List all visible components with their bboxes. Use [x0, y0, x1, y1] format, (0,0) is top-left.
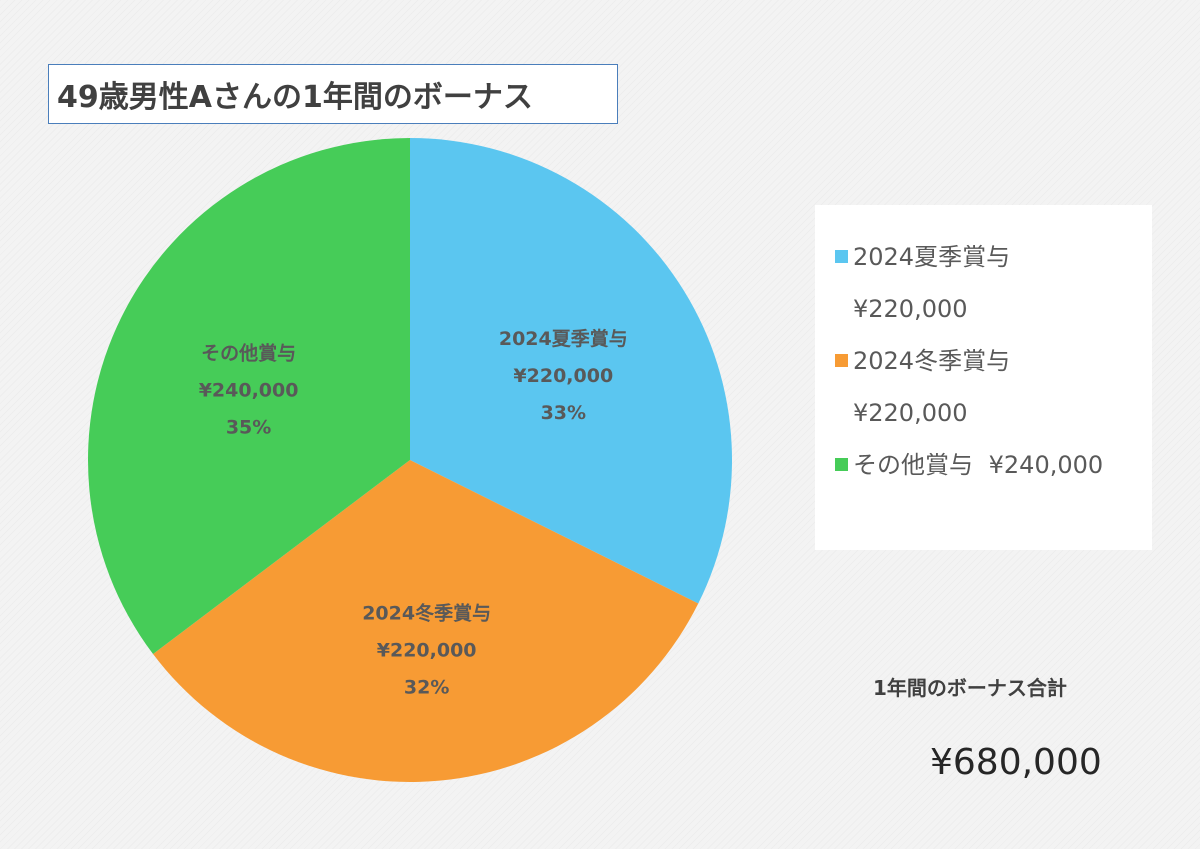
legend-swatch-other: [835, 458, 848, 471]
pie-value-summer: ¥220,000: [513, 365, 613, 387]
legend-swatch-winter: [835, 354, 848, 367]
legend-item-winter: 2024冬季賞与 ¥220,000: [835, 335, 1152, 439]
legend-item-other: その他賞与 ¥240,000: [835, 439, 1152, 491]
chart-legend: 2024夏季賞与 ¥220,000 2024冬季賞与 ¥220,000 その他賞…: [815, 205, 1152, 550]
legend-value-summer: ¥220,000: [853, 295, 968, 323]
pie-value-winter: ¥220,000: [377, 640, 477, 662]
pie-percent-summer: 33%: [541, 402, 586, 424]
legend-item-summer: 2024夏季賞与 ¥220,000: [835, 231, 1152, 335]
legend-swatch-summer: [835, 250, 848, 263]
total-label: 1年間のボーナス合計: [873, 676, 1067, 700]
pie-chart: 2024夏季賞与 ¥220,000 33% 2024冬季賞与 ¥220,000 32% その…: [88, 138, 732, 782]
pie-slice-summer: [410, 138, 732, 604]
pie-percent-winter: 32%: [404, 677, 449, 699]
pie-label-winter: 2024冬季賞与: [362, 602, 491, 625]
chart-title: 49歳男性Aさんの1年間のボーナス: [48, 64, 618, 124]
legend-label-winter: 2024冬季賞与: [853, 347, 1011, 375]
pie-slice-winter: [153, 460, 699, 782]
total-value: ¥680,000: [930, 742, 1102, 783]
pie-value-other: ¥240,000: [199, 380, 299, 402]
pie-slice-other: [88, 138, 410, 655]
pie-label-other: その他賞与: [201, 342, 296, 365]
pie-label-summer: 2024夏季賞与: [499, 327, 628, 350]
legend-label-summer: 2024夏季賞与: [853, 243, 1011, 271]
legend-value-winter: ¥220,000: [853, 399, 968, 427]
legend-label-other: その他賞与: [853, 451, 973, 479]
pie-percent-other: 35%: [226, 417, 271, 439]
legend-value-other: ¥240,000: [988, 451, 1104, 479]
